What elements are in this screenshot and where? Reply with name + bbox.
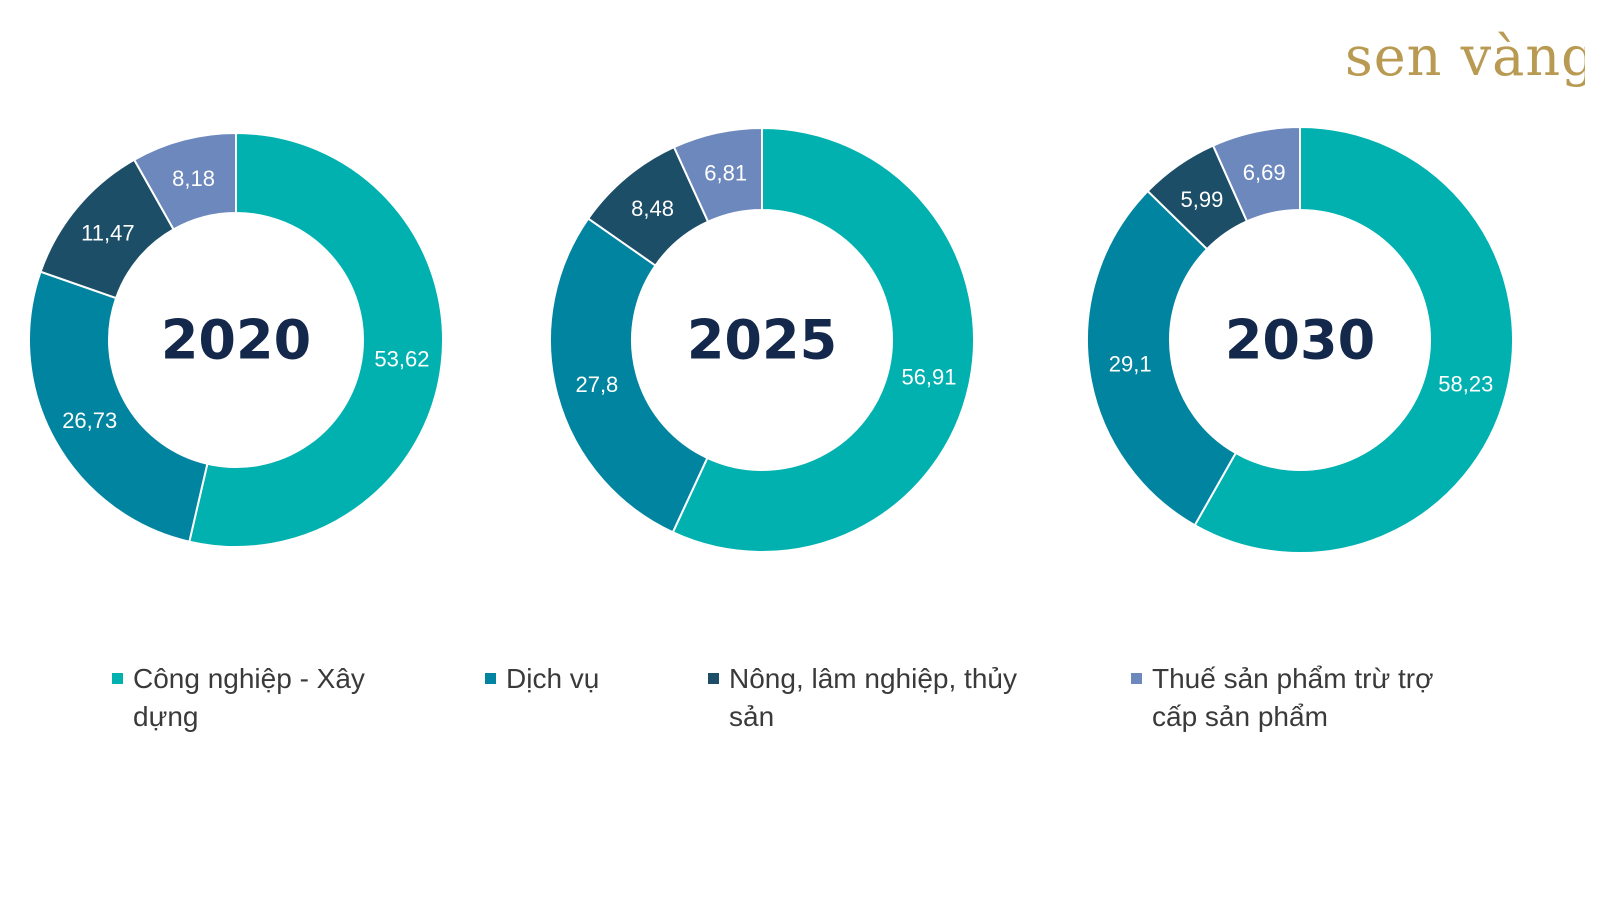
legend-label-industry-line1: Công nghiệp - Xây bbox=[133, 663, 365, 694]
legend-item-services: Dịch vụ bbox=[485, 660, 685, 698]
slice-2020-services bbox=[28, 270, 209, 543]
data-label-2020-services: 26,73 bbox=[62, 408, 117, 433]
data-label-2025-industry: 56,91 bbox=[901, 364, 956, 389]
legend: Công nghiệp - Xây dựng Dịch vụ Nông, lâm… bbox=[0, 660, 1600, 760]
legend-label-services: Dịch vụ bbox=[506, 663, 600, 694]
data-label-2020-agriculture: 11,47 bbox=[81, 220, 134, 245]
data-label-2020-industry: 53,62 bbox=[374, 346, 429, 371]
data-label-2025-agriculture: 8,48 bbox=[631, 196, 674, 221]
legend-label-agriculture-line1: Nông, lâm nghiệp, thủy bbox=[729, 663, 1017, 694]
donut-chart-2030: 58,23 29,1 5,99 6,69 2030 bbox=[1085, 125, 1514, 554]
slice-2030-industry bbox=[1193, 125, 1514, 554]
data-label-2030-agriculture: 5,99 bbox=[1181, 187, 1224, 212]
data-label-2025-services: 27,8 bbox=[575, 372, 618, 397]
legend-label-tax-line1: Thuế sản phẩm trừ trợ bbox=[1152, 663, 1434, 694]
slice-2025-tax bbox=[672, 126, 763, 224]
donut-chart-2025: 56,91 27,8 8,48 6,81 2025 bbox=[549, 126, 975, 553]
legend-swatch-agriculture bbox=[708, 673, 719, 684]
slice-2020-industry bbox=[188, 131, 444, 548]
data-label-2020-tax: 8,18 bbox=[172, 166, 215, 191]
legend-swatch-services bbox=[485, 673, 496, 684]
slice-2020-tax bbox=[132, 131, 237, 231]
slice-2030-services bbox=[1085, 189, 1238, 527]
center-label-2025: 2025 bbox=[687, 309, 837, 372]
legend-item-tax: Thuế sản phẩm trừ trợ cấp sản phẩm bbox=[1131, 660, 1531, 736]
center-label-2030: 2030 bbox=[1225, 309, 1375, 372]
legend-label-tax-line2: cấp sản phẩm bbox=[1152, 701, 1328, 732]
logo-text: sen vàng bbox=[1345, 25, 1585, 88]
center-label-2020: 2020 bbox=[161, 309, 311, 372]
legend-item-industry: Công nghiệp - Xây dựng bbox=[112, 660, 412, 736]
legend-label-industry-line2: dựng bbox=[133, 701, 199, 732]
data-label-2030-services: 29,1 bbox=[1109, 351, 1152, 376]
legend-swatch-tax bbox=[1131, 673, 1142, 684]
data-label-2030-industry: 58,23 bbox=[1438, 371, 1493, 396]
data-label-2030-tax: 6,69 bbox=[1243, 160, 1286, 185]
legend-swatch-industry bbox=[112, 673, 123, 684]
brand-logo: sen vàng bbox=[1345, 25, 1585, 88]
data-label-2025-tax: 6,81 bbox=[704, 160, 747, 185]
legend-item-agriculture: Nông, lâm nghiệp, thủy sản bbox=[708, 660, 1088, 736]
slice-2025-industry bbox=[671, 126, 975, 553]
slice-2025-services bbox=[549, 217, 709, 534]
slice-2030-tax bbox=[1211, 125, 1301, 223]
legend-label-agriculture-line2: sản bbox=[729, 701, 775, 732]
donut-charts: 53,62 26,73 11,47 8,18 2020 56,91 27,8 8,48 6,81… bbox=[28, 125, 1514, 554]
donut-chart-2020: 53,62 26,73 11,47 8,18 2020 bbox=[28, 131, 444, 548]
